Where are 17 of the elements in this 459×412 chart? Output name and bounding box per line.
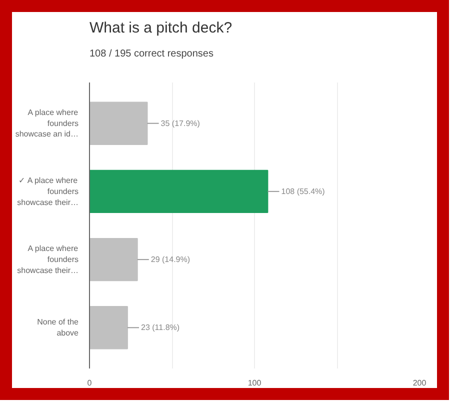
bar [90, 238, 138, 282]
data-label: 35 (17.9%) [160, 118, 200, 128]
x-tick-label: 200 [412, 378, 427, 388]
chart-title: What is a pitch deck? [90, 20, 232, 36]
data-label: 108 (55.4%) [281, 186, 326, 196]
data-label: 23 (11.8%) [141, 323, 180, 332]
y-tick-label: A place where founders showcase their… [17, 244, 79, 275]
y-tick-label: None of the above [37, 318, 80, 338]
data-label: 29 (14.9%) [150, 255, 190, 264]
bar [90, 102, 148, 145]
bar [90, 170, 268, 214]
y-tick-label: ✓ A place where founders showcase their… [17, 176, 79, 207]
y-tick-label: A place where founders showcase an id… [15, 108, 79, 139]
x-tick-label: 100 [248, 378, 262, 388]
x-tick-label: 0 [87, 378, 92, 388]
chart-subtitle: 108 / 195 correct responses [90, 48, 214, 60]
bar [90, 306, 128, 350]
